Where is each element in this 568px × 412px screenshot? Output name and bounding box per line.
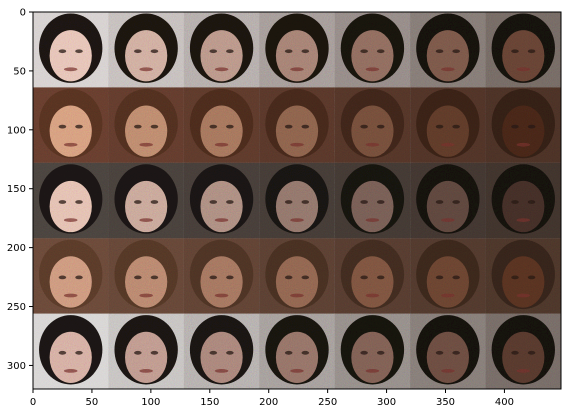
face-cell: [334, 238, 411, 315]
face-cell: [33, 12, 109, 88]
x-tick-label: 400: [495, 397, 514, 408]
face-cell: [33, 162, 109, 239]
face-cell: [410, 12, 487, 88]
y-tick-label: 250: [7, 302, 26, 313]
face-cell: [259, 238, 336, 315]
face-cell: [485, 238, 561, 315]
face-cell: [410, 238, 487, 315]
y-tick-label: 0: [20, 8, 26, 19]
face-cell: [259, 162, 336, 239]
x-tick-label: 350: [436, 397, 455, 408]
face-cell: [334, 313, 411, 389]
face-cell: [33, 238, 109, 315]
face-cell: [485, 162, 561, 239]
face-cell: [410, 313, 487, 389]
face-cell: [334, 87, 411, 164]
face-cell: [183, 87, 260, 164]
face-cell: [108, 313, 185, 389]
face-cell: [485, 313, 561, 389]
face-cell: [108, 238, 185, 315]
face-cell: [33, 87, 109, 164]
x-tick-label: 300: [377, 397, 396, 408]
y-tick-label: 100: [7, 125, 26, 136]
face-cell: [485, 12, 561, 88]
face-cell: [183, 162, 260, 239]
y-tick-label: 150: [7, 184, 26, 195]
x-tick-label: 100: [141, 397, 160, 408]
face-cell: [410, 87, 487, 164]
face-cell: [183, 313, 260, 389]
face-cell: [183, 238, 260, 315]
y-tick-label: 300: [7, 361, 26, 372]
face-cell: [334, 162, 411, 239]
face-cell: [108, 12, 185, 88]
axes-frame: [32, 11, 562, 390]
y-tick-label: 200: [7, 243, 26, 254]
face-cell: [334, 12, 411, 88]
y-axis-ticks: 0 50 100 150 200 250 300: [7, 8, 33, 372]
face-cell: [410, 162, 487, 239]
x-tick-label: 250: [318, 397, 337, 408]
face-cell: [33, 313, 109, 389]
face-cell: [485, 87, 561, 164]
x-tick-label: 50: [86, 397, 99, 408]
face-cell: [108, 87, 185, 164]
x-tick-label: 0: [30, 397, 36, 408]
face-cell: [259, 12, 336, 88]
face-cell: [259, 87, 336, 164]
face-cell: [183, 12, 260, 88]
x-tick-label: 150: [200, 397, 219, 408]
x-axis-ticks: 0 50 100 150 200 250 300 350 400: [30, 389, 514, 408]
x-tick-label: 200: [259, 397, 278, 408]
face-cell: [108, 162, 185, 239]
face-cell: [259, 313, 336, 389]
y-tick-label: 50: [13, 66, 26, 77]
face-image-grid: [33, 12, 561, 389]
